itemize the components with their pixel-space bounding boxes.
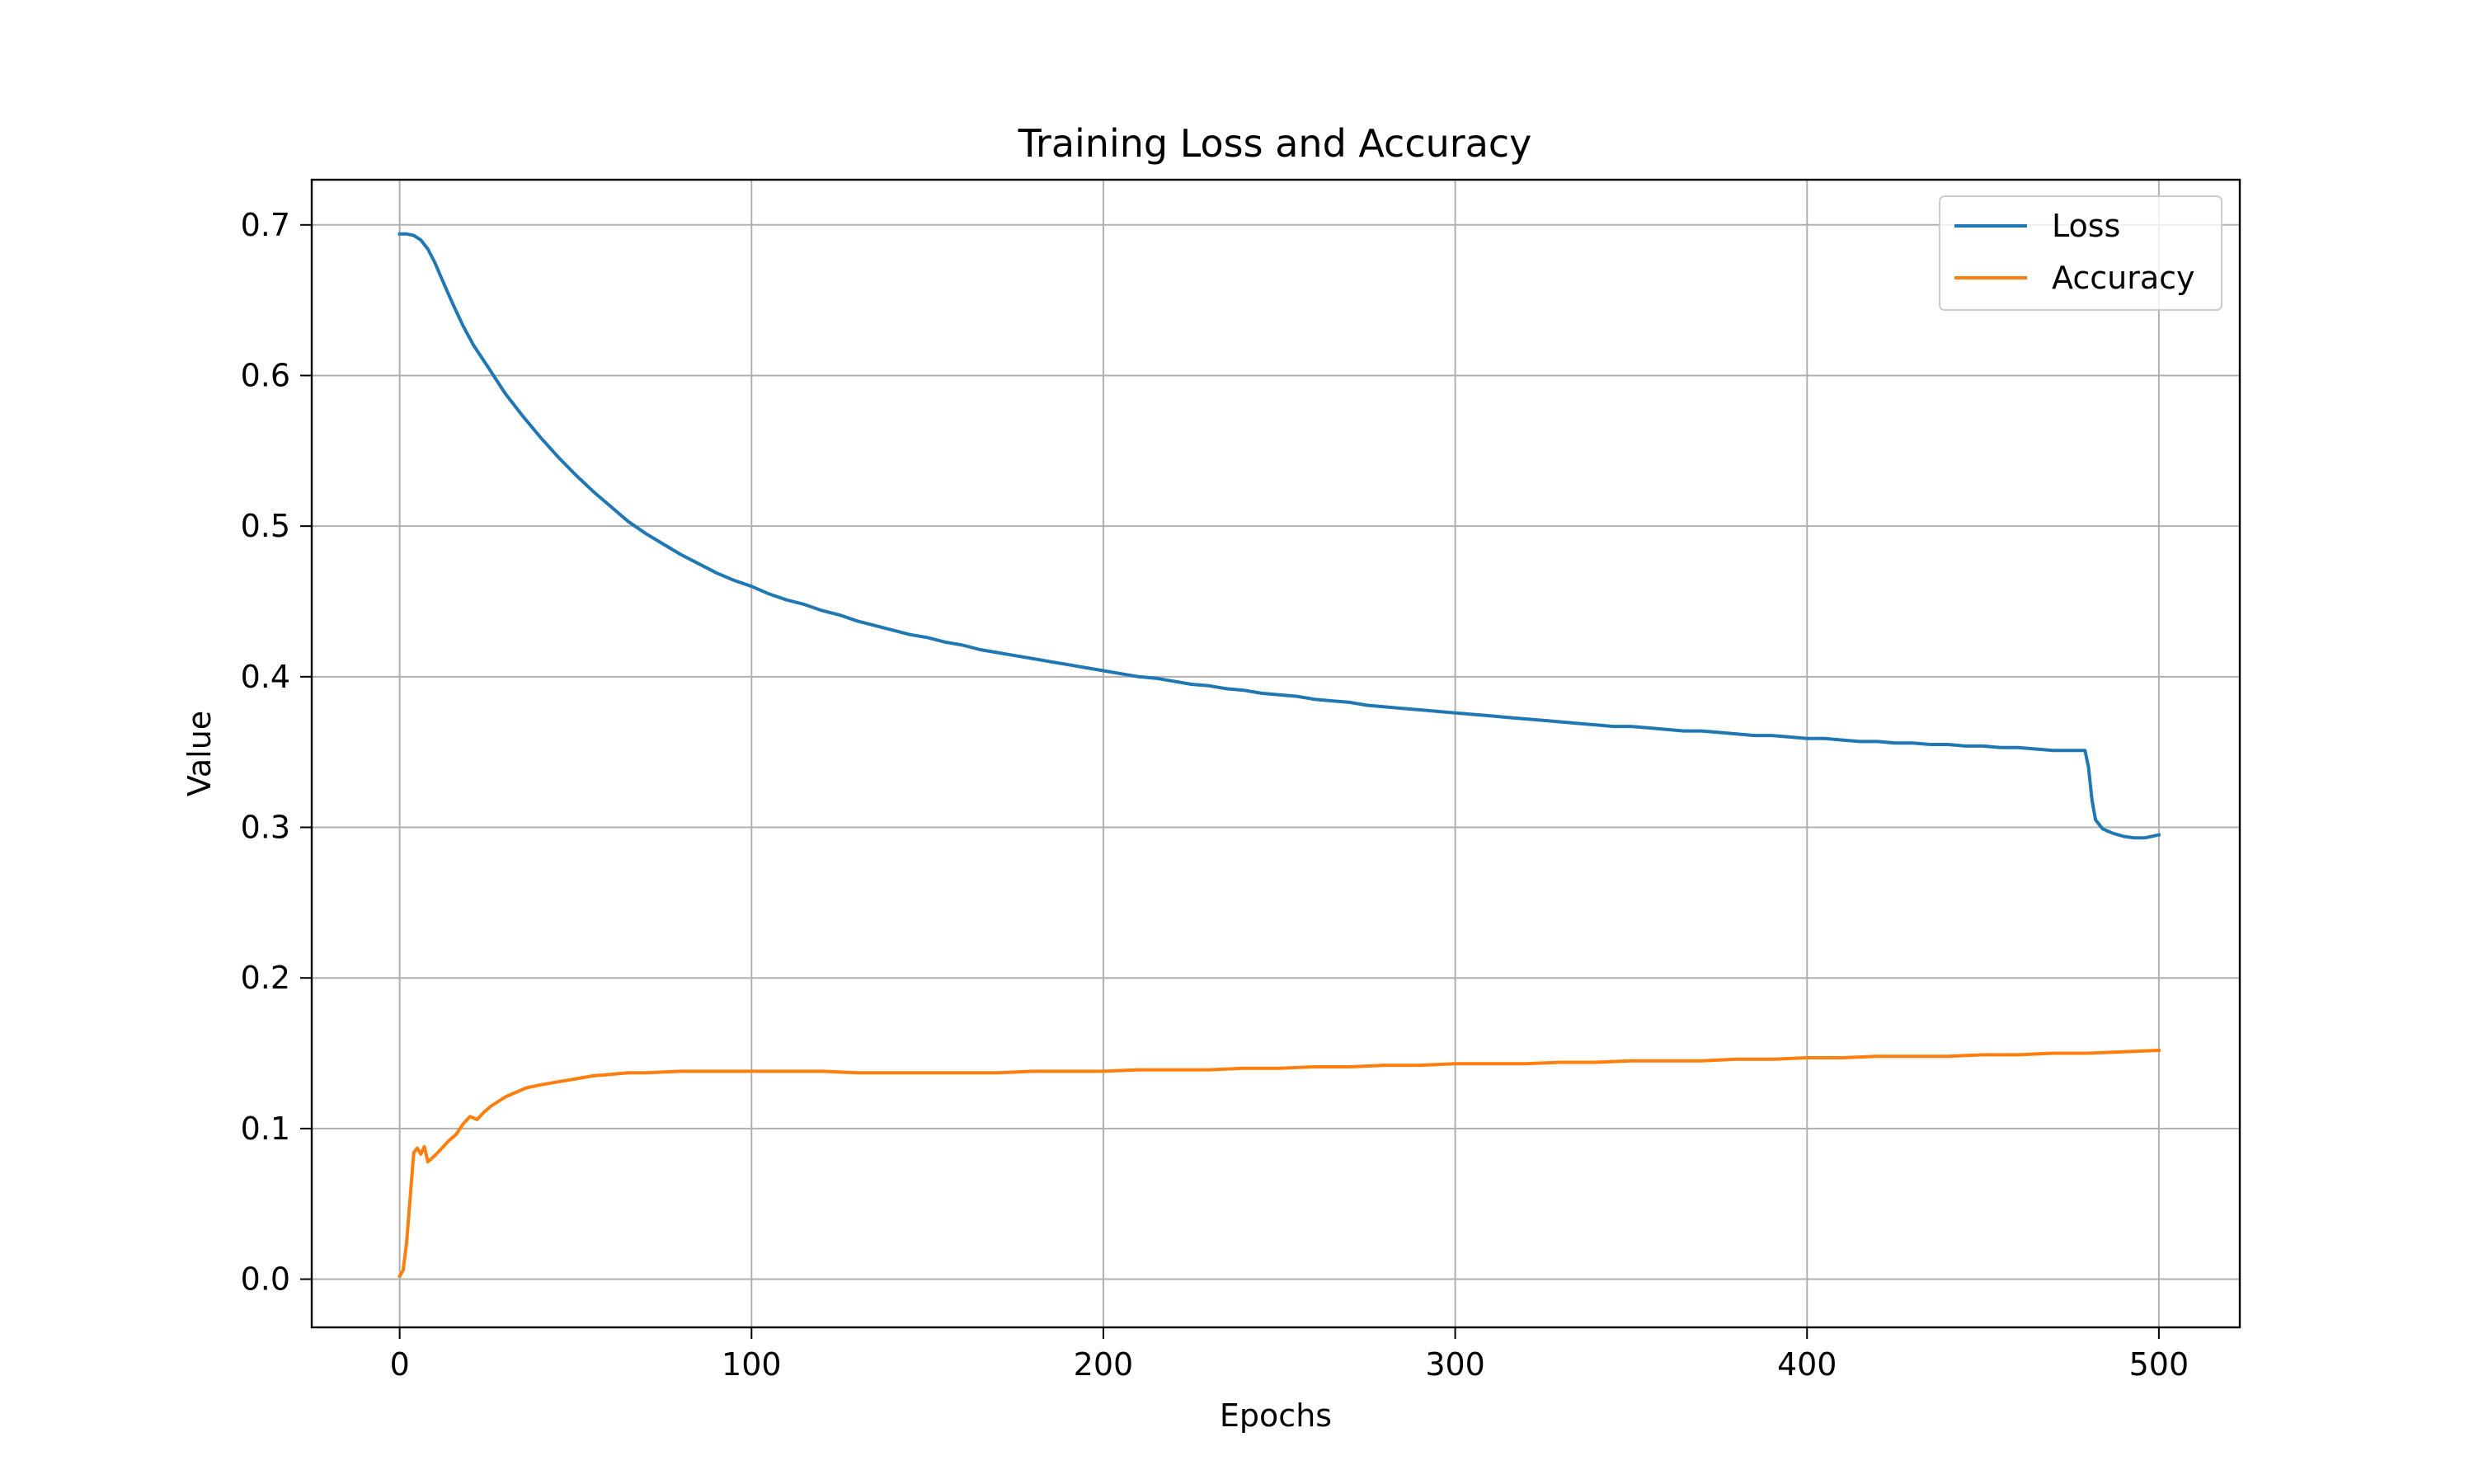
plot-frame <box>310 178 2241 1329</box>
x-tick-label: 200 <box>1074 1346 1134 1383</box>
y-axis-ticks: 0.0 0.1 0.2 0.3 0.4 0.5 0.6 0.7 <box>241 207 312 1298</box>
series-line-loss <box>397 232 2161 840</box>
y-tick-label: 0.1 <box>241 1111 290 1147</box>
y-tick-label: 0.4 <box>241 659 290 695</box>
x-tick-label: 400 <box>1777 1346 1837 1383</box>
series-line-accuracy <box>397 1048 2161 1279</box>
y-tick-label: 0.7 <box>241 207 290 243</box>
x-axis-ticks: 0 100 200 300 400 500 <box>390 1327 2189 1383</box>
x-tick-label: 500 <box>2129 1346 2189 1383</box>
grid <box>312 180 2240 1327</box>
legend: Loss Accuracy <box>1939 195 2222 311</box>
x-tick-label: 100 <box>722 1346 782 1383</box>
y-tick-label: 0.3 <box>241 810 290 846</box>
x-tick-label: 300 <box>1425 1346 1485 1383</box>
chart-title: Training Loss and Accuracy <box>1018 121 1532 166</box>
legend-label-accuracy: Accuracy <box>2052 260 2195 296</box>
series-lines <box>397 232 2161 1279</box>
y-tick-label: 0.6 <box>241 357 290 393</box>
y-tick-label: 0.2 <box>241 960 290 996</box>
y-tick-label: 0.0 <box>241 1261 290 1298</box>
y-tick-label: 0.5 <box>241 508 290 544</box>
legend-label-loss: Loss <box>2052 208 2120 244</box>
y-axis-label: Value <box>181 711 218 796</box>
x-axis-label: Epochs <box>1220 1397 1332 1434</box>
x-tick-label: 0 <box>390 1346 410 1383</box>
